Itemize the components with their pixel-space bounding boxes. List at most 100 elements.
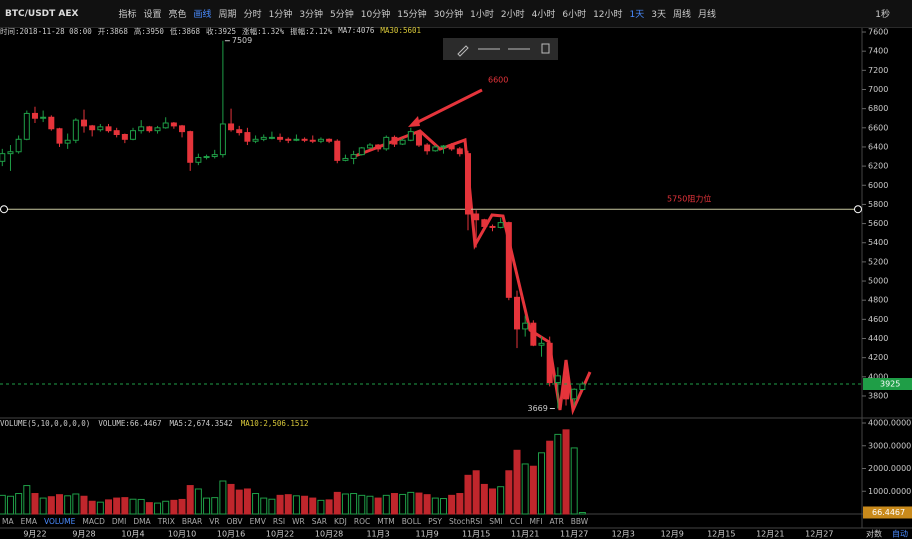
y-tick-label: 4600 (868, 315, 888, 324)
candle-body (334, 140, 341, 161)
candle-body (497, 222, 504, 228)
indicator-button[interactable]: VOLUME (43, 517, 76, 526)
period-button[interactable]: 30分钟 (433, 10, 464, 20)
volume-bar (186, 485, 194, 515)
period-button[interactable]: 2小时 (500, 10, 525, 20)
pen-icon[interactable] (457, 45, 469, 57)
volume-bar (88, 500, 96, 515)
period-button[interactable]: 12小时 (593, 10, 623, 20)
candle-body (81, 119, 87, 127)
indicator-button[interactable]: EMA (20, 517, 37, 526)
tool-button[interactable]: 指标 (118, 10, 137, 20)
volume-bar (350, 493, 358, 515)
indicator-button[interactable]: WR (292, 517, 305, 526)
price-tag (863, 377, 912, 390)
indicator-button[interactable]: EMV (249, 517, 266, 526)
indicator-button[interactable]: DMI (111, 517, 127, 526)
period-button[interactable]: 5分钟 (330, 10, 354, 20)
candle-body (154, 127, 161, 132)
tool-button[interactable]: 画线 (193, 10, 212, 20)
period-button[interactable]: 月线 (698, 10, 717, 20)
speed[interactable]: 1秒 (875, 10, 890, 20)
log-toggle[interactable]: 对数 (866, 529, 882, 539)
volume-bar (64, 495, 72, 515)
indicator-button[interactable]: StochRSI (448, 517, 483, 526)
candle-body (448, 145, 455, 150)
period-label[interactable]: 周期 (218, 10, 237, 20)
period-button[interactable]: 1天 (629, 10, 645, 20)
period-button[interactable]: 10分钟 (360, 10, 391, 20)
candle-body (170, 122, 177, 127)
info-item: 时间:2018-11-28 08:00 (0, 27, 92, 36)
period-button[interactable]: 6小时 (562, 10, 587, 20)
indicator-button[interactable]: MTM (377, 517, 395, 526)
tool-button[interactable]: 设置 (143, 10, 162, 20)
indicator-button[interactable]: DMA (133, 517, 151, 526)
y-tick-label: 4000 (868, 372, 888, 381)
symbol[interactable]: BTC/USDT AEX (5, 8, 79, 19)
tool-button[interactable]: 亮色 (168, 10, 187, 20)
candle-body (440, 145, 447, 148)
period-button[interactable]: 分时 (243, 10, 262, 20)
volume-bar (105, 499, 113, 515)
indicator-button[interactable]: KDJ (333, 517, 347, 526)
trash-icon[interactable] (541, 43, 550, 54)
indicator-button[interactable]: ATR (549, 517, 564, 526)
indicator-button[interactable]: RSI (272, 517, 286, 526)
volume-bar (243, 488, 251, 515)
candle-body (72, 119, 79, 141)
hand-drawn-arrow (413, 88, 483, 126)
volume-bar (178, 498, 186, 515)
indicator-button[interactable]: PSY (428, 517, 442, 526)
indicator-button[interactable]: MFI (529, 517, 543, 526)
price-tag-label: 3925 (880, 379, 900, 388)
period-button[interactable]: 1小时 (470, 10, 494, 20)
volume-bar (472, 470, 480, 515)
indicator-button[interactable]: SAR (311, 517, 327, 526)
x-tick-label: 11月9 (415, 530, 438, 539)
indicator-button[interactable]: BRAR (181, 517, 203, 526)
period-button[interactable]: 15分钟 (397, 10, 427, 20)
period-button[interactable]: 1分钟 (268, 10, 293, 20)
volume-bar (121, 497, 129, 515)
x-tick-label: 11月21 (511, 530, 539, 539)
indicator-button[interactable]: MACD (82, 517, 105, 526)
drawing-toolbar[interactable] (443, 38, 558, 60)
volume-bar (0, 494, 6, 515)
indicator-button[interactable]: BOLL (401, 517, 422, 526)
volume-bar (145, 502, 153, 515)
candle-body (105, 126, 112, 132)
volume-bar (554, 433, 562, 515)
indicator-button[interactable]: BBW (570, 517, 589, 526)
indicator-button[interactable]: CCI (509, 517, 523, 526)
x-tick-label: 9月28 (72, 530, 95, 539)
volume-bar (260, 497, 268, 515)
candle-body (554, 375, 561, 384)
volume-bar (15, 493, 23, 515)
period-button[interactable]: 周线 (673, 10, 692, 20)
volume-bar (570, 447, 578, 515)
auto-toggle[interactable]: 自动 (892, 529, 908, 539)
candle-body (244, 132, 251, 142)
indicator-bar: MA EMA VOLUME MACD DMI DMA TRIX BRAR VR OBV EMV RSI… (2, 517, 588, 526)
indicator-button[interactable]: VR (209, 517, 220, 526)
candle-body (563, 375, 570, 400)
period-button[interactable]: 3天 (651, 10, 666, 20)
info-item: MA7:4076 (338, 26, 375, 35)
volume-bar (96, 501, 104, 515)
indicator-button[interactable]: OBV (226, 517, 243, 526)
period-button[interactable]: 3分钟 (299, 10, 324, 20)
y-tick-label: 6800 (868, 104, 888, 113)
indicator-button[interactable]: TRIX (157, 517, 175, 526)
indicator-button[interactable]: SMI (489, 517, 503, 526)
toolbar: BTC/USDT AEX 指标 设置 亮色 画线 周期 分时 1分钟 3分钟 5分钟 10分钟 15分… (0, 0, 912, 28)
volume-bar (431, 497, 439, 515)
volume-info: VOLUME(5,10,0,0,0,0) VOLUME:66.4467 MA5:2,… (0, 419, 308, 428)
indicator-button[interactable]: MA (2, 517, 14, 526)
volume-bar (489, 488, 496, 515)
indicator-button[interactable]: ROC (353, 517, 371, 526)
candle-body (317, 138, 324, 142)
period-button[interactable]: 4小时 (531, 10, 556, 20)
volume-bar (407, 491, 415, 515)
y-tick-label: 4000.0000 (868, 419, 911, 428)
